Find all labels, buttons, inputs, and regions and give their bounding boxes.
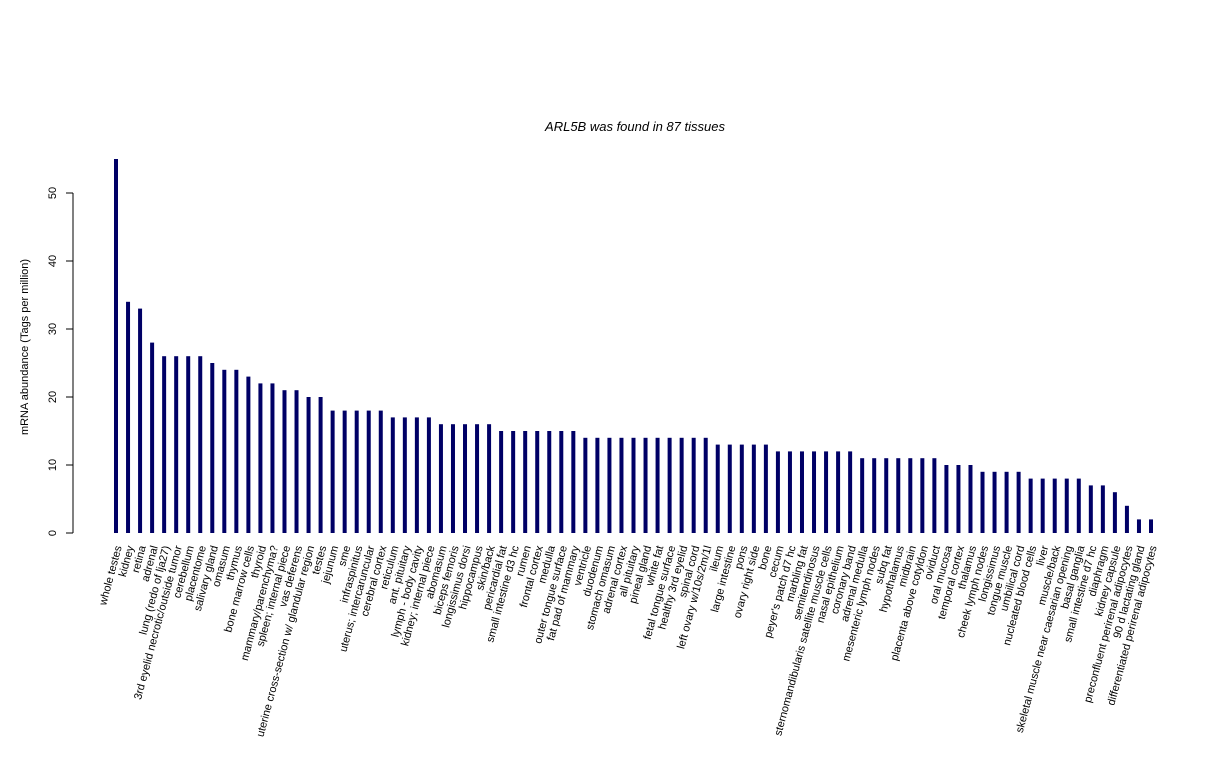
bar	[174, 356, 179, 533]
bar	[426, 417, 431, 533]
bar	[932, 458, 937, 533]
bar	[1124, 505, 1129, 533]
bar	[186, 356, 191, 533]
bar	[282, 390, 287, 533]
bar	[824, 451, 829, 533]
bar	[402, 417, 407, 533]
bar	[246, 376, 251, 533]
x-tick-label: liver	[1035, 544, 1052, 567]
bar	[691, 437, 696, 533]
bar	[210, 363, 215, 533]
bar	[499, 431, 504, 533]
bar	[1064, 478, 1069, 533]
bar	[162, 356, 167, 533]
bar	[920, 458, 925, 533]
bar	[1088, 485, 1093, 533]
y-tick-label: 0	[47, 530, 59, 536]
bar	[198, 356, 203, 533]
y-tick-label: 40	[47, 255, 59, 267]
chart-title: ARL5B was found in 87 tissues	[544, 119, 725, 134]
bar	[1112, 492, 1117, 533]
bar	[1136, 519, 1141, 533]
bar	[775, 451, 780, 533]
bar	[944, 465, 949, 533]
bar	[270, 383, 275, 533]
bar	[607, 437, 612, 533]
bar	[1149, 519, 1153, 533]
bar	[487, 424, 492, 533]
bar	[727, 444, 732, 533]
bar	[222, 369, 227, 533]
bar	[571, 431, 576, 533]
bar	[667, 437, 672, 533]
bar	[848, 451, 853, 533]
bar	[114, 159, 118, 533]
bar	[366, 410, 371, 533]
bar	[751, 444, 756, 533]
bar	[968, 465, 973, 533]
bar	[872, 458, 877, 533]
bar	[342, 410, 347, 533]
bar	[1100, 485, 1105, 533]
bar	[511, 431, 516, 533]
bar	[390, 417, 395, 533]
bar	[799, 451, 804, 533]
bar	[450, 424, 455, 533]
bar	[354, 410, 359, 533]
bar	[583, 437, 588, 533]
bar	[679, 437, 684, 533]
bar	[535, 431, 540, 533]
bar	[1040, 478, 1045, 533]
bar	[884, 458, 889, 533]
bar	[1016, 471, 1021, 533]
bar	[547, 431, 552, 533]
bar	[643, 437, 648, 533]
bar	[330, 410, 335, 533]
bar	[463, 424, 468, 533]
bar	[1052, 478, 1057, 533]
bar	[908, 458, 913, 533]
bar	[126, 301, 131, 533]
bar	[475, 424, 480, 533]
bar	[631, 437, 636, 533]
bar	[896, 458, 901, 533]
y-tick-label: 10	[47, 459, 59, 471]
bar	[1028, 478, 1033, 533]
bar	[234, 369, 239, 533]
bar	[258, 383, 263, 533]
y-axis-label: mRNA abundance (Tags per million)	[19, 259, 31, 435]
bar	[414, 417, 419, 533]
bar	[980, 471, 985, 533]
bar	[992, 471, 997, 533]
bar	[763, 444, 768, 533]
bar	[836, 451, 841, 533]
bar	[1076, 478, 1081, 533]
bar	[306, 397, 311, 533]
y-tick-label: 50	[47, 187, 59, 199]
bar	[739, 444, 744, 533]
bar	[812, 451, 817, 533]
bar	[860, 458, 865, 533]
bar	[595, 437, 600, 533]
bar	[715, 444, 720, 533]
x-tick-label: sme	[336, 544, 353, 567]
bar	[318, 397, 323, 533]
bar	[787, 451, 792, 533]
bar	[956, 465, 961, 533]
bar	[378, 410, 383, 533]
bar	[703, 437, 708, 533]
bar	[138, 308, 143, 533]
bar	[294, 390, 299, 533]
bar	[1004, 471, 1009, 533]
bar	[150, 342, 155, 533]
bar	[655, 437, 660, 533]
bar	[438, 424, 443, 533]
y-tick-label: 30	[47, 323, 59, 335]
bar	[523, 431, 528, 533]
bar	[619, 437, 624, 533]
bar	[559, 431, 564, 533]
y-tick-label: 20	[47, 391, 59, 403]
